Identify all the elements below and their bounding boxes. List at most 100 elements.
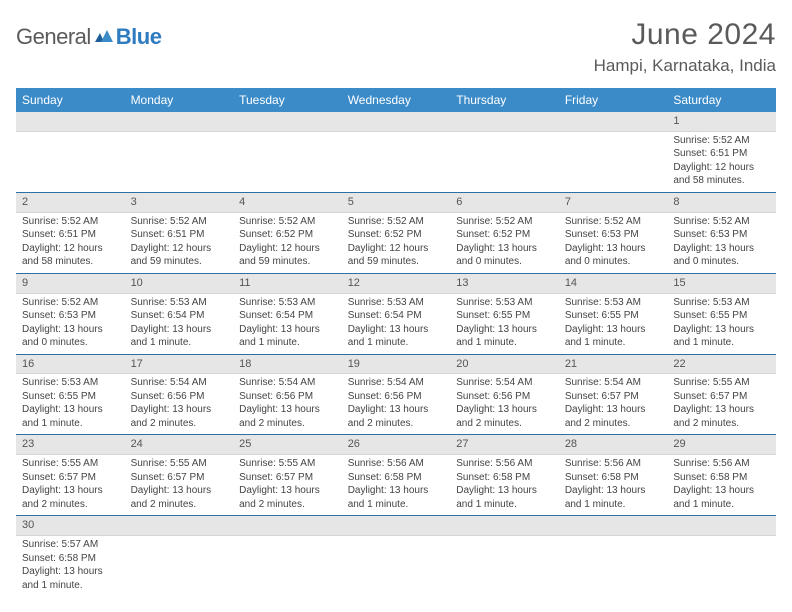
- calendar-cell: [450, 112, 559, 192]
- sunset-line: Sunset: 6:58 PM: [456, 471, 553, 485]
- weekday-header: Wednesday: [342, 88, 451, 112]
- sunset-line: Sunset: 6:55 PM: [565, 309, 662, 323]
- sunrise-line: Sunrise: 5:53 AM: [348, 296, 445, 310]
- day-number: 22: [667, 355, 776, 375]
- day-number: 12: [342, 274, 451, 294]
- flag-icon: [95, 30, 113, 44]
- calendar-cell: 10Sunrise: 5:53 AMSunset: 6:54 PMDayligh…: [125, 273, 234, 354]
- sunset-line: Sunset: 6:52 PM: [239, 228, 336, 242]
- day-number: 16: [16, 355, 125, 375]
- day-number: 5: [342, 193, 451, 213]
- daylight-line: Daylight: 13 hours and 1 minute.: [673, 323, 770, 350]
- calendar-cell: [450, 516, 559, 596]
- day-details: Sunrise: 5:52 AMSunset: 6:51 PMDaylight:…: [16, 213, 125, 273]
- calendar-cell: 2Sunrise: 5:52 AMSunset: 6:51 PMDaylight…: [16, 192, 125, 273]
- sunrise-line: Sunrise: 5:52 AM: [673, 215, 770, 229]
- day-number: 1: [667, 112, 776, 132]
- daylight-line: Daylight: 13 hours and 1 minute.: [348, 323, 445, 350]
- daylight-line: Daylight: 12 hours and 59 minutes.: [348, 242, 445, 269]
- sunset-line: Sunset: 6:55 PM: [673, 309, 770, 323]
- day-number: [16, 112, 125, 132]
- day-number: [450, 516, 559, 536]
- calendar-cell: 23Sunrise: 5:55 AMSunset: 6:57 PMDayligh…: [16, 435, 125, 516]
- sunrise-line: Sunrise: 5:52 AM: [456, 215, 553, 229]
- day-details: Sunrise: 5:57 AMSunset: 6:58 PMDaylight:…: [16, 536, 125, 596]
- day-details: Sunrise: 5:55 AMSunset: 6:57 PMDaylight:…: [16, 455, 125, 515]
- day-number: 25: [233, 435, 342, 455]
- day-number: [125, 112, 234, 132]
- day-number: 15: [667, 274, 776, 294]
- daylight-line: Daylight: 12 hours and 59 minutes.: [239, 242, 336, 269]
- calendar-cell: 3 Sunrise: 5:52 AMSunset: 6:51 PMDaylight…: [125, 192, 234, 273]
- day-details: Sunrise: 5:52 AMSunset: 6:53 PMDaylight:…: [16, 294, 125, 354]
- daylight-line: Daylight: 13 hours and 1 minute.: [22, 403, 119, 430]
- daylight-line: Daylight: 12 hours and 58 minutes.: [673, 161, 770, 188]
- calendar-cell: 27Sunrise: 5:56 AMSunset: 6:58 PMDayligh…: [450, 435, 559, 516]
- daylight-line: Daylight: 13 hours and 1 minute.: [565, 484, 662, 511]
- day-number: 13: [450, 274, 559, 294]
- sunrise-line: Sunrise: 5:55 AM: [239, 457, 336, 471]
- sunset-line: Sunset: 6:51 PM: [131, 228, 228, 242]
- weekday-header: Thursday: [450, 88, 559, 112]
- day-number: 19: [342, 355, 451, 375]
- day-number: [233, 112, 342, 132]
- day-number: 27: [450, 435, 559, 455]
- calendar-cell: 14Sunrise: 5:53 AMSunset: 6:55 PMDayligh…: [559, 273, 668, 354]
- weekday-header-row: Sunday Monday Tuesday Wednesday Thursday…: [16, 88, 776, 112]
- sunset-line: Sunset: 6:55 PM: [456, 309, 553, 323]
- sunset-line: Sunset: 6:57 PM: [673, 390, 770, 404]
- location-subtitle: Hampi, Karnataka, India: [594, 56, 776, 76]
- sunset-line: Sunset: 6:58 PM: [22, 552, 119, 566]
- day-number: 20: [450, 355, 559, 375]
- day-details: Sunrise: 5:55 AMSunset: 6:57 PMDaylight:…: [125, 455, 234, 515]
- day-number: [342, 112, 451, 132]
- calendar-cell: 11Sunrise: 5:53 AMSunset: 6:54 PMDayligh…: [233, 273, 342, 354]
- sunset-line: Sunset: 6:54 PM: [239, 309, 336, 323]
- day-details: Sunrise: 5:52 AMSunset: 6:52 PMDaylight:…: [233, 213, 342, 273]
- daylight-line: Daylight: 13 hours and 2 minutes.: [239, 403, 336, 430]
- calendar-cell: [559, 516, 668, 596]
- daylight-line: Daylight: 12 hours and 59 minutes.: [131, 242, 228, 269]
- sunrise-line: Sunrise: 5:52 AM: [131, 215, 228, 229]
- sunrise-line: Sunrise: 5:56 AM: [673, 457, 770, 471]
- calendar-table: Sunday Monday Tuesday Wednesday Thursday…: [16, 88, 776, 596]
- calendar-cell: 21Sunrise: 5:54 AMSunset: 6:57 PMDayligh…: [559, 354, 668, 435]
- calendar-cell: [342, 516, 451, 596]
- day-number: 18: [233, 355, 342, 375]
- calendar-cell: 29Sunrise: 5:56 AMSunset: 6:58 PMDayligh…: [667, 435, 776, 516]
- sunset-line: Sunset: 6:58 PM: [348, 471, 445, 485]
- day-number: 14: [559, 274, 668, 294]
- calendar-cell: [125, 516, 234, 596]
- day-number: 7: [559, 193, 668, 213]
- calendar-cell: [342, 112, 451, 192]
- sunset-line: Sunset: 6:53 PM: [565, 228, 662, 242]
- day-number: 26: [342, 435, 451, 455]
- day-number: 6: [450, 193, 559, 213]
- daylight-line: Daylight: 13 hours and 0 minutes.: [673, 242, 770, 269]
- calendar-cell: 22Sunrise: 5:55 AMSunset: 6:57 PMDayligh…: [667, 354, 776, 435]
- sunset-line: Sunset: 6:57 PM: [22, 471, 119, 485]
- day-details: Sunrise: 5:53 AMSunset: 6:55 PMDaylight:…: [450, 294, 559, 354]
- calendar-row: 9Sunrise: 5:52 AMSunset: 6:53 PMDaylight…: [16, 273, 776, 354]
- sunrise-line: Sunrise: 5:53 AM: [673, 296, 770, 310]
- daylight-line: Daylight: 13 hours and 2 minutes.: [131, 484, 228, 511]
- day-details: Sunrise: 5:53 AMSunset: 6:54 PMDaylight:…: [233, 294, 342, 354]
- sunrise-line: Sunrise: 5:52 AM: [22, 215, 119, 229]
- brand-word-2: Blue: [116, 24, 162, 50]
- weekday-header: Saturday: [667, 88, 776, 112]
- calendar-cell: 18Sunrise: 5:54 AMSunset: 6:56 PMDayligh…: [233, 354, 342, 435]
- weekday-header: Monday: [125, 88, 234, 112]
- sunset-line: Sunset: 6:58 PM: [565, 471, 662, 485]
- day-number: 28: [559, 435, 668, 455]
- day-number: [667, 516, 776, 536]
- day-number: 9: [16, 274, 125, 294]
- day-number: 3: [125, 193, 234, 213]
- sunrise-line: Sunrise: 5:52 AM: [673, 134, 770, 148]
- calendar-cell: [559, 112, 668, 192]
- daylight-line: Daylight: 13 hours and 2 minutes.: [565, 403, 662, 430]
- daylight-line: Daylight: 13 hours and 1 minute.: [239, 323, 336, 350]
- daylight-line: Daylight: 13 hours and 0 minutes.: [22, 323, 119, 350]
- weekday-header: Sunday: [16, 88, 125, 112]
- daylight-line: Daylight: 13 hours and 1 minute.: [348, 484, 445, 511]
- sunrise-line: Sunrise: 5:52 AM: [565, 215, 662, 229]
